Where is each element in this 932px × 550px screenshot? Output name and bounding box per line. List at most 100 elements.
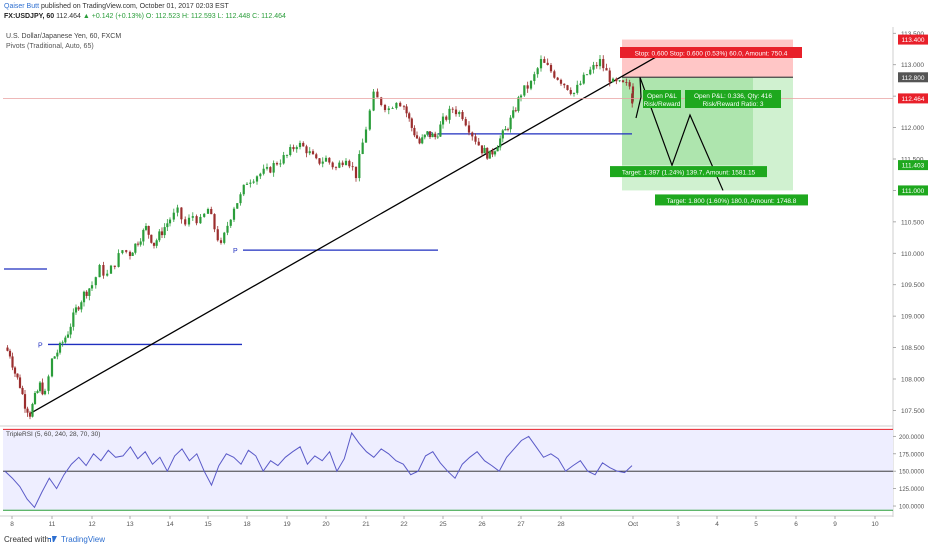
- candle: [491, 150, 494, 155]
- candle: [275, 163, 279, 165]
- candle: [158, 231, 161, 241]
- candle: [56, 352, 59, 357]
- publish-line: Qaiser Butt published on TradingView.com…: [4, 3, 229, 10]
- candle: [315, 154, 318, 159]
- candle: [372, 91, 375, 111]
- open-pnl-left: Open P&L: [647, 93, 677, 100]
- candle: [85, 291, 88, 296]
- candle: [61, 342, 64, 344]
- candle: [21, 387, 24, 395]
- candle: [477, 141, 480, 146]
- candle: [608, 70, 611, 83]
- time-tick-label: 3: [676, 521, 680, 528]
- time-tick-label: 27: [517, 521, 525, 528]
- symbol-line: FX:USDJPY, 60 112.464 ▲ +0.142 (+0.13%) …: [4, 13, 286, 20]
- candle: [265, 167, 269, 169]
- candle: [77, 307, 80, 310]
- candle: [559, 79, 563, 84]
- candle: [331, 162, 334, 168]
- candle: [615, 78, 618, 82]
- candle: [26, 408, 29, 413]
- candle: [41, 382, 44, 395]
- stop-label-bg: [620, 47, 802, 58]
- candle: [90, 285, 94, 289]
- candle: [8, 350, 12, 357]
- candle: [147, 225, 150, 235]
- candle: [499, 138, 502, 148]
- rsi-series-line: [4, 431, 633, 509]
- candle: [572, 92, 576, 94]
- candle: [504, 129, 507, 131]
- time-tick-label: 22: [400, 521, 408, 528]
- candle: [16, 373, 19, 378]
- candle: [131, 252, 134, 256]
- candle: [328, 157, 331, 163]
- time-tick-label: 12: [88, 521, 96, 528]
- candle: [579, 83, 582, 85]
- candle: [358, 154, 361, 179]
- candle: [461, 111, 464, 120]
- pivot-label: P: [233, 248, 238, 255]
- price-change: +0.142 (+0.13%): [91, 13, 144, 20]
- candle: [387, 108, 390, 111]
- candle: [556, 77, 559, 80]
- candle: [421, 137, 424, 144]
- candle: [305, 146, 308, 154]
- candle: [216, 229, 219, 241]
- rsi-tick-label: 100.0000: [899, 505, 925, 511]
- open-pnl-right-bg: [685, 90, 781, 108]
- candle: [213, 214, 216, 230]
- candle: [344, 160, 348, 166]
- candle: [348, 160, 351, 167]
- candle: [58, 342, 62, 353]
- candle: [553, 71, 556, 78]
- candle: [368, 110, 371, 130]
- open-pnl-left-bg: [643, 90, 681, 108]
- candle: [526, 85, 529, 89]
- candle: [191, 216, 194, 218]
- candle: [47, 376, 50, 391]
- candle: [80, 302, 83, 310]
- candle: [117, 253, 120, 267]
- candle: [136, 243, 140, 245]
- up-arrow-icon: ▲: [82, 13, 90, 20]
- price-tick-label: 108.000: [901, 377, 925, 384]
- price-tick-label: 109.500: [901, 282, 925, 289]
- time-tick-label: 11: [49, 521, 56, 528]
- candle: [611, 78, 615, 83]
- candle: [142, 229, 145, 242]
- time-tick-label: 25: [439, 521, 447, 528]
- candle: [501, 130, 504, 139]
- candle: [168, 219, 172, 224]
- candle: [282, 155, 285, 164]
- candle: [195, 216, 198, 224]
- time-tick-label: 21: [362, 521, 370, 528]
- price-marker: 111.000: [902, 188, 925, 195]
- candle: [203, 213, 206, 217]
- author-link[interactable]: Qaiser Butt: [4, 3, 40, 10]
- price-marker: 111.403: [902, 163, 925, 170]
- candle: [295, 147, 298, 150]
- price-marker: 112.800: [901, 75, 924, 82]
- rsi-band-fill: [3, 429, 893, 511]
- candle: [298, 142, 302, 148]
- rsi-legend: TripleRSI (5, 60, 240, 28, 70, 30): [6, 431, 100, 438]
- candle: [517, 97, 520, 111]
- price-chart[interactable]: PPPStop: 0.600 Stop: 0.600 (0.53%) 60.0,…: [0, 0, 932, 531]
- candle: [621, 80, 625, 83]
- candle: [436, 136, 439, 138]
- candle: [418, 138, 421, 144]
- candle: [324, 157, 328, 162]
- time-tick-label: 10: [871, 521, 879, 528]
- rr-right: Risk/Reward Ratio: 3: [702, 101, 763, 108]
- candle: [628, 82, 631, 87]
- candle: [631, 90, 634, 94]
- candle: [428, 131, 432, 138]
- candle: [166, 223, 169, 228]
- tradingview-link[interactable]: TradingView: [61, 535, 106, 544]
- candle: [318, 158, 321, 164]
- candle: [88, 288, 91, 296]
- candle: [128, 251, 132, 256]
- candle: [585, 74, 589, 76]
- candle: [199, 216, 202, 224]
